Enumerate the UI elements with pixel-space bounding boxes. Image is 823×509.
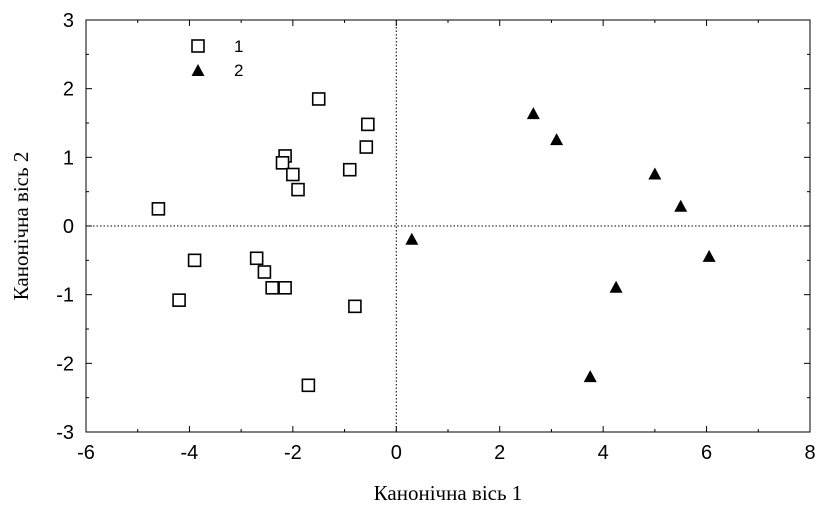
series-2-point xyxy=(405,232,419,245)
series-2-point xyxy=(674,199,688,212)
reference-lines xyxy=(86,20,810,432)
series-1-point xyxy=(301,378,316,393)
series-1-point xyxy=(311,92,326,106)
x-tick-label: -4 xyxy=(181,442,199,464)
x-tick-label: -2 xyxy=(284,442,302,464)
series-1-point xyxy=(361,117,375,132)
y-tick-label: -2 xyxy=(56,353,74,375)
series-1-point xyxy=(257,265,272,279)
series-1-point xyxy=(348,299,362,314)
legend: 12 xyxy=(191,37,243,80)
series-2-point xyxy=(583,370,597,383)
series-2-point xyxy=(702,249,716,262)
series-1-point xyxy=(286,167,300,182)
x-tick-label: 2 xyxy=(494,442,505,464)
y-tick-label: -1 xyxy=(56,285,74,307)
x-tick-label: -6 xyxy=(77,442,95,464)
legend-square-marker xyxy=(191,39,205,53)
axis-ticks xyxy=(85,19,811,433)
series-1-point xyxy=(275,156,290,170)
x-tick-label: 8 xyxy=(804,442,815,464)
x-axis-label: Канонічна вісь 1 xyxy=(374,481,523,505)
series-2-point xyxy=(550,133,564,146)
y-tick-label: -3 xyxy=(56,422,74,444)
series-1-point xyxy=(291,182,305,197)
series-2-point xyxy=(609,280,623,293)
series-2-point xyxy=(526,107,540,120)
series-2-point xyxy=(648,167,662,180)
series-1-point xyxy=(249,251,264,266)
data-points xyxy=(151,92,716,393)
x-tick-label: 4 xyxy=(598,442,609,464)
x-tick-label: 0 xyxy=(391,442,402,464)
legend-triangle-marker xyxy=(191,64,205,76)
series-1-point xyxy=(342,162,357,177)
y-axis-label: Канонічна вісь 2 xyxy=(9,152,33,301)
legend-label-1: 1 xyxy=(234,37,243,56)
series-1-point xyxy=(265,280,279,295)
series-1-point xyxy=(278,280,292,295)
y-tick-label: 1 xyxy=(63,147,74,169)
x-tick-label: 6 xyxy=(701,442,712,464)
y-tick-label: 2 xyxy=(63,79,74,101)
series-1-point xyxy=(151,202,166,216)
series-1-point xyxy=(359,140,374,154)
y-tick-label: 3 xyxy=(63,10,74,32)
series-1-point xyxy=(172,293,186,307)
legend-label-2: 2 xyxy=(234,61,243,80)
y-tick-label: 0 xyxy=(63,216,74,238)
series-1-point xyxy=(187,253,202,268)
